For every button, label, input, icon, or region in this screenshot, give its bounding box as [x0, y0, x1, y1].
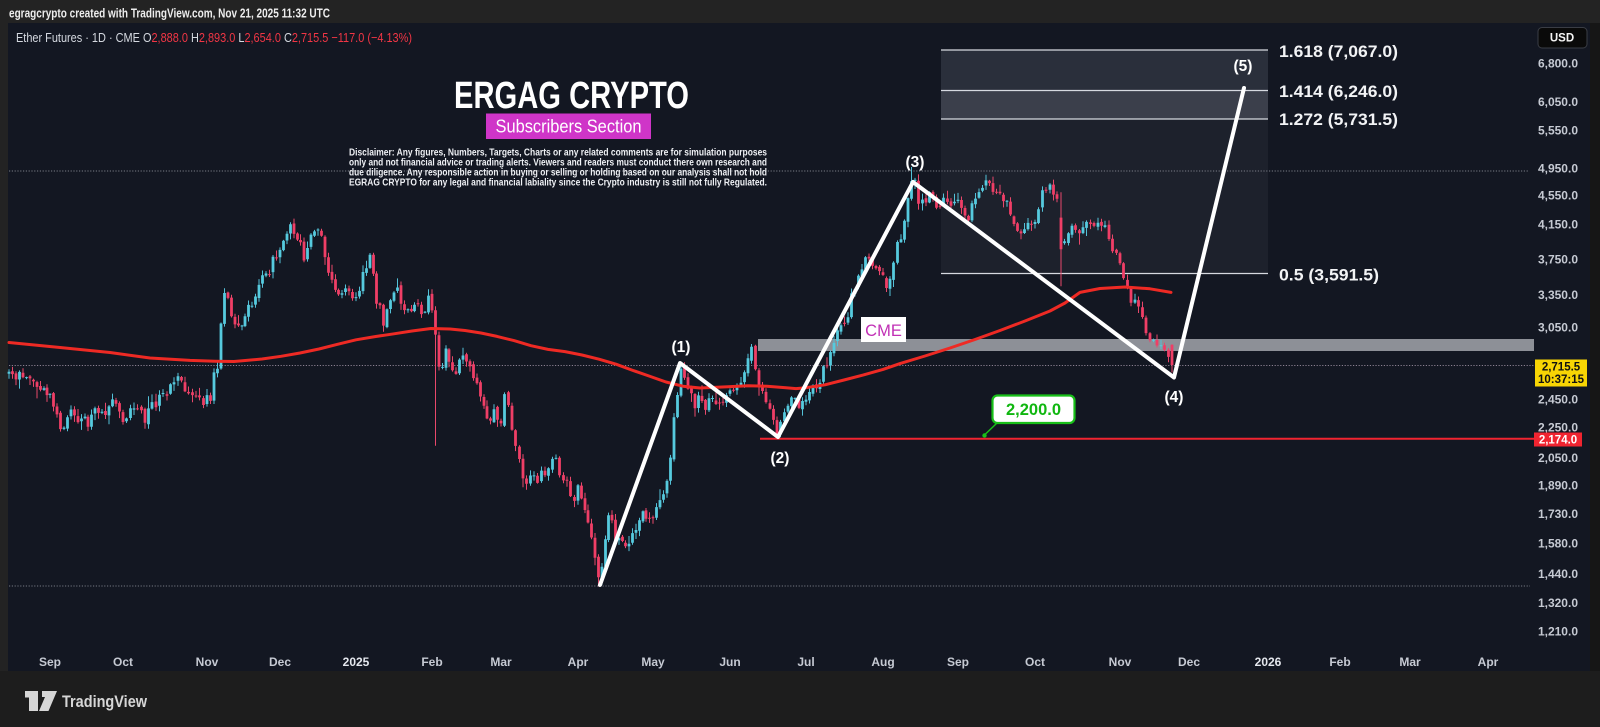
svg-text:Oct: Oct	[113, 655, 133, 669]
svg-text:4,150.0: 4,150.0	[1538, 218, 1578, 232]
svg-text:3,050.0: 3,050.0	[1538, 320, 1578, 334]
svg-text:6,800.0: 6,800.0	[1538, 57, 1578, 71]
svg-text:CME: CME	[865, 322, 902, 340]
svg-text:(3): (3)	[906, 154, 925, 171]
svg-text:EGRAG CRYPTO for any legal and: EGRAG CRYPTO for any legal and financial…	[349, 178, 767, 189]
svg-text:1.414 (6,246.0): 1.414 (6,246.0)	[1279, 82, 1398, 101]
svg-text:5,550.0: 5,550.0	[1538, 123, 1578, 137]
svg-text:1,210.0: 1,210.0	[1538, 625, 1578, 639]
svg-text:6,050.0: 6,050.0	[1538, 95, 1578, 109]
svg-text:1,320.0: 1,320.0	[1538, 596, 1578, 610]
svg-text:Nov: Nov	[1109, 655, 1132, 669]
svg-text:1.272 (5,731.5): 1.272 (5,731.5)	[1279, 110, 1398, 129]
svg-text:3,350.0: 3,350.0	[1538, 288, 1578, 302]
svg-text:Dec: Dec	[1178, 655, 1200, 669]
svg-text:Apr: Apr	[1478, 655, 1499, 669]
svg-text:Mar: Mar	[1399, 655, 1421, 669]
svg-text:Mar: Mar	[490, 655, 512, 669]
svg-text:due diligence. Any responsible: due diligence. Any responsible action in…	[349, 168, 767, 179]
svg-text:Jul: Jul	[797, 655, 814, 669]
svg-text:Dec: Dec	[269, 655, 291, 669]
svg-text:Disclaimer: Any figures, Numbe: Disclaimer: Any figures, Numbers, Target…	[349, 148, 767, 159]
svg-text:1,580.0: 1,580.0	[1538, 537, 1578, 551]
svg-text:May: May	[641, 655, 665, 669]
svg-text:3,750.0: 3,750.0	[1538, 252, 1578, 266]
svg-text:1,890.0: 1,890.0	[1538, 479, 1578, 493]
svg-text:Sep: Sep	[39, 655, 61, 669]
svg-text:2,050.0: 2,050.0	[1538, 451, 1578, 465]
svg-text:4,550.0: 4,550.0	[1538, 189, 1578, 203]
svg-text:Ether Futures · 1D · CME O2,8: Ether Futures · 1D · CME O2,888.0 H2,893…	[16, 30, 412, 45]
svg-text:2026: 2026	[1255, 655, 1282, 669]
svg-text:egragcrypto created with Tradi: egragcrypto created with TradingView.com…	[9, 7, 330, 21]
svg-text:(5): (5)	[1234, 58, 1253, 75]
svg-text:Subscribers Section: Subscribers Section	[496, 116, 642, 137]
svg-text:1,440.0: 1,440.0	[1538, 567, 1578, 581]
svg-text:(4): (4)	[1165, 389, 1184, 406]
svg-text:0.5 (3,591.5): 0.5 (3,591.5)	[1279, 266, 1379, 285]
svg-text:ERGAG CRYPTO: ERGAG CRYPTO	[454, 75, 689, 117]
svg-text:4,950.0: 4,950.0	[1538, 162, 1578, 176]
svg-text:2,450.0: 2,450.0	[1538, 393, 1578, 407]
svg-text:TradingView: TradingView	[62, 693, 147, 711]
svg-text:only and not financial advice: only and not financial advice or trading…	[349, 158, 767, 169]
svg-text:2025: 2025	[343, 655, 370, 669]
svg-text:Jun: Jun	[719, 655, 740, 669]
svg-text:(1): (1)	[672, 339, 691, 356]
svg-text:10:37:15: 10:37:15	[1538, 374, 1585, 386]
svg-text:2,174.0: 2,174.0	[1539, 435, 1577, 447]
svg-text:USD: USD	[1550, 33, 1574, 45]
svg-text:2,200.0: 2,200.0	[1006, 401, 1061, 419]
svg-text:1.618 (7,067.0): 1.618 (7,067.0)	[1279, 42, 1398, 61]
svg-text:2,715.5: 2,715.5	[1542, 362, 1581, 374]
svg-text:Feb: Feb	[1329, 655, 1350, 669]
svg-text:(2): (2)	[771, 450, 790, 467]
svg-text:Oct: Oct	[1025, 655, 1045, 669]
svg-text:Feb: Feb	[421, 655, 442, 669]
svg-text:Sep: Sep	[947, 655, 969, 669]
svg-text:1,730.0: 1,730.0	[1538, 507, 1578, 521]
svg-text:Nov: Nov	[196, 655, 219, 669]
svg-text:2,250.0: 2,250.0	[1538, 420, 1578, 434]
svg-text:Apr: Apr	[568, 655, 589, 669]
svg-text:Aug: Aug	[871, 655, 894, 669]
